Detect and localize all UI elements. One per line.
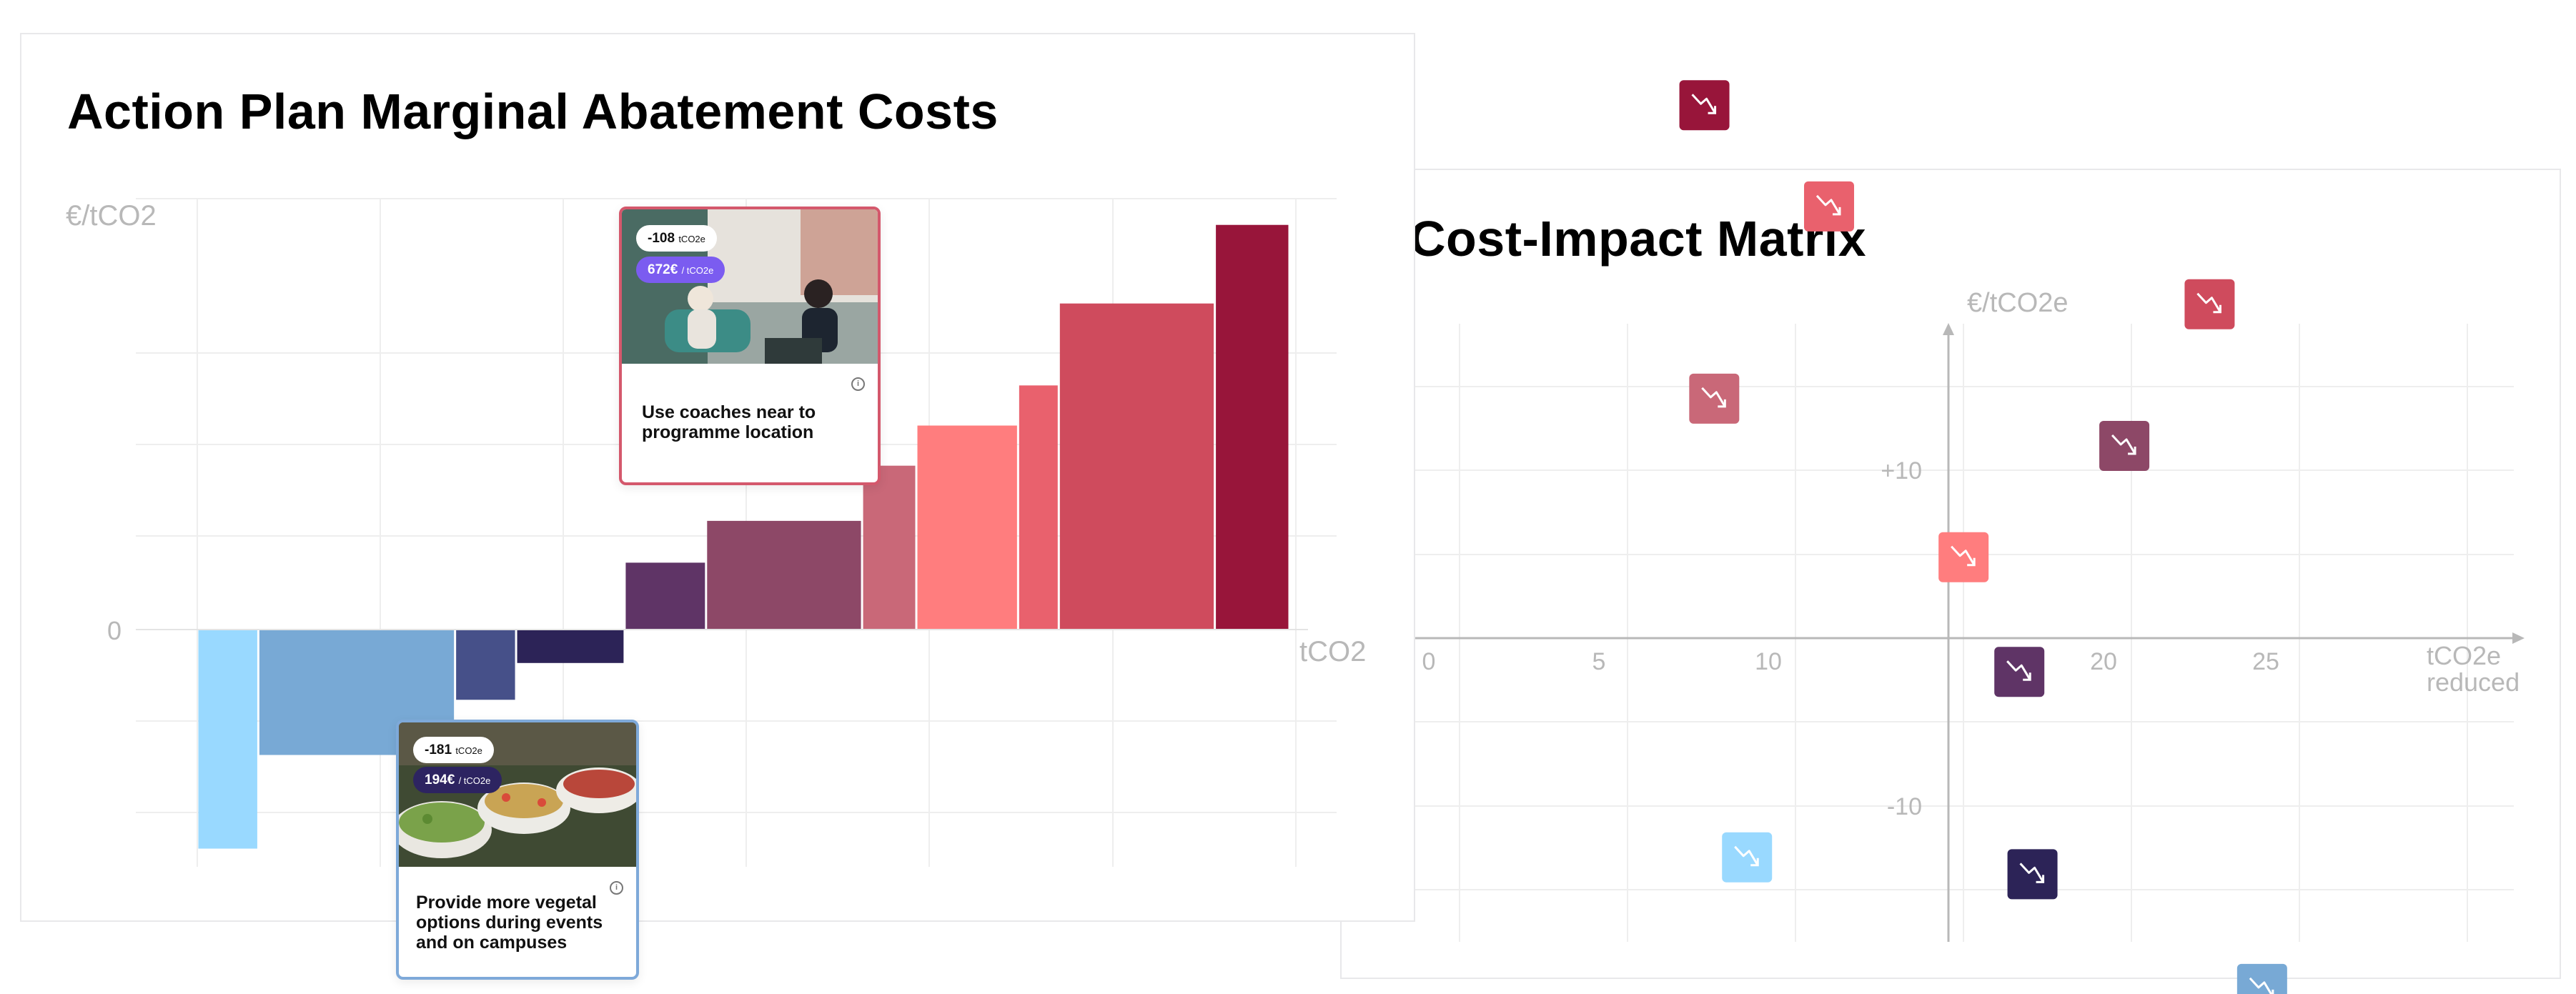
y-tick-label: +10 [1881,457,1922,484]
action-card-text: Provide more vegetal options during even… [416,893,603,953]
x-axis-label: tCO2e [2427,641,2501,670]
matrix-point [2007,849,2058,900]
x-tick-label: 20 [2090,648,2117,675]
trend-down-icon [2196,292,2221,313]
trend-down-icon-arrowhead [2213,304,2221,314]
trend-down-icon-arrowhead [1708,106,1717,114]
matrix-point [2184,279,2235,329]
matrix-point-marker [1689,373,1740,424]
action-card-text: Use coaches near to programme location [642,402,816,442]
mac-bar [625,562,705,630]
coaching-session-photo: -108 tCO2e 672€ / tCO2e [622,209,878,364]
matrix-point-marker [2184,279,2235,329]
salad-bowls-photo: -181 tCO2e 194€ / tCO2e [399,722,636,867]
trend-down-icon [1734,845,1759,866]
cost-pill: 194€ / tCO2e [413,767,502,793]
matrix-point-marker [2099,420,2150,471]
trend-down-icon-arrowhead [2036,875,2045,883]
info-icon[interactable]: i [610,881,623,895]
cost-impact-matrix-panel: Cost-Impact Matrix 0 5 10 20 25 +10 -10 €/tCO2e… [1340,80,2561,994]
trend-down-icon-arrowhead [2128,446,2136,455]
trend-down-icon [1951,545,1976,566]
mac-bar [1216,224,1289,630]
x-axis-label: reduced [2427,667,2520,697]
y-axis-label: €/tCO2e [1967,288,2069,318]
matrix-point-marker [1938,532,1989,582]
mac-bar [863,465,916,630]
trend-down-icon [2111,434,2136,454]
matrix-point [1994,647,2045,697]
trend-down-icon-arrowhead [1967,557,1976,567]
matrix-point-marker [1803,181,1854,232]
cost-pill: 672€ / tCO2e [636,257,725,283]
y-axis-label: €/tCO2 [66,200,157,232]
trend-down-icon [2249,977,2273,994]
matrix-point-marker [2236,963,2287,994]
trend-down-icon [1691,94,1716,114]
x-tick-label: 0 [1422,648,1436,675]
x-tick-label: 25 [2252,648,2279,675]
mac-bar [517,630,624,663]
mac-chart: €/tCO2 0 tCO2 [66,198,1366,867]
info-icon[interactable]: i [851,377,865,391]
x-tick-label: 5 [1592,648,1606,675]
trend-down-icon-arrowhead [2023,672,2031,681]
mac-bar [707,520,861,630]
trend-down-icon [1701,387,1726,407]
tco2-pill: -181 tCO2e [413,737,494,763]
matrix-point [1679,80,1730,131]
trend-down-icon [2019,863,2044,883]
matrix-title: Cost-Impact Matrix [1410,211,1867,267]
tco2-pill: -108 tCO2e [636,225,717,252]
y-zero-tick: 0 [107,616,122,645]
trend-down-icon [2006,660,2031,680]
trend-down-icon-arrowhead [2272,989,2274,994]
mac-bar [1019,385,1058,630]
mac-title: Action Plan Marginal Abatement Costs [67,84,999,139]
matrix-point [2099,420,2150,471]
matrix-point [1803,181,1854,232]
mac-bar [917,425,1017,630]
y-axis-arrow [1943,323,1954,335]
matrix-point [1689,373,1740,424]
matrix-point-marker [1679,80,1730,131]
trend-down-icon-arrowhead [1832,207,1841,216]
matrix-point-marker [2007,849,2058,900]
mac-bar [456,630,515,700]
matrix-point [1722,832,1773,883]
mac-bar [198,630,257,849]
trend-down-icon-arrowhead [1718,399,1726,408]
action-card-vegetal[interactable]: -181 tCO2e 194€ / tCO2e i Provide more v… [396,720,639,980]
matrix-point [1938,532,1989,582]
trend-down-icon-arrowhead [1750,858,1759,867]
y-tick-label: -10 [1887,793,1922,820]
matrix-point [2236,963,2287,994]
mac-bar [1059,303,1214,630]
x-axis-arrow [2512,632,2525,644]
matrix-point-marker [1722,832,1773,883]
x-axis-label: tCO2 [1299,636,1366,667]
trend-down-icon [1815,194,1841,215]
x-tick-label: 10 [1755,648,1782,675]
action-card-coaches[interactable]: -108 tCO2e 672€ / tCO2e i Use coaches ne… [619,207,881,485]
matrix-point-marker [1994,647,2045,697]
